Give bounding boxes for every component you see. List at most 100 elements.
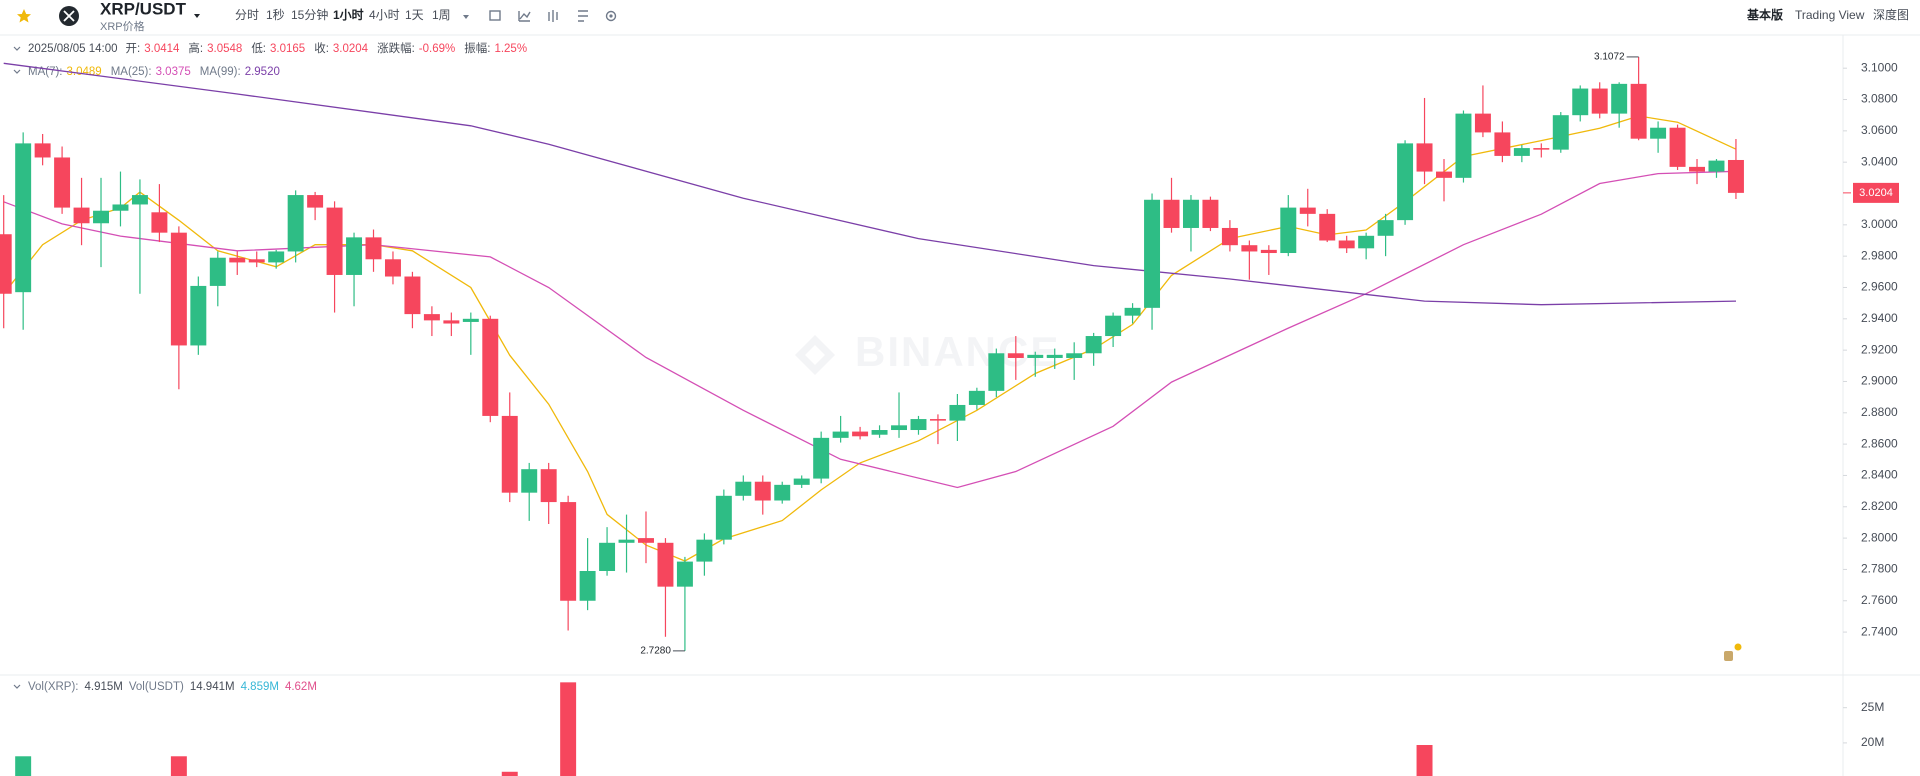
extreme-label: 2.7280 (640, 646, 671, 657)
symbol-subtitle: XRP价格 (100, 19, 145, 33)
candle-body (346, 237, 363, 275)
coin-logo (59, 6, 79, 26)
candle-body (1202, 199, 1219, 228)
candle-body (1260, 249, 1277, 254)
candle-body (735, 481, 752, 496)
candle-body (287, 195, 304, 252)
info-date: 2025/08/05 14:00 (28, 43, 118, 55)
collapse-toggle[interactable] (13, 46, 21, 51)
candle-body (1280, 207, 1297, 254)
y-tick-label: 3.0600 (1861, 123, 1898, 137)
candle-body (540, 469, 557, 503)
candle-body (1027, 354, 1044, 358)
tool-icons[interactable] (489, 10, 617, 22)
y-tick-label: 2.7800 (1861, 562, 1898, 576)
volume-bar (1416, 745, 1433, 776)
candle-body (1416, 143, 1433, 172)
candle-body (34, 143, 51, 158)
ma-legend-name: MA(25): (111, 66, 152, 78)
volume-bar (15, 756, 32, 776)
interval-tab[interactable]: 分时 (235, 8, 259, 22)
interval-tab[interactable]: 1天 (405, 8, 424, 22)
candle-body (1474, 113, 1491, 133)
last-price-tag (1853, 182, 1899, 203)
candle-body (1513, 148, 1530, 156)
candle-body (423, 314, 440, 321)
candle-body (1221, 227, 1238, 246)
candle-body (793, 478, 810, 485)
volume-bar (560, 682, 577, 776)
watermark: BINANCE (855, 328, 1060, 375)
candle-body (638, 538, 654, 543)
moving-average-line (3, 170, 1737, 489)
candle-body (501, 415, 518, 493)
interval-tab[interactable]: 15分钟 (291, 7, 328, 22)
interval-tab[interactable]: 1小时 (333, 7, 364, 22)
y-tick-label: 25M (1861, 700, 1884, 714)
candle-body (326, 207, 343, 275)
candle-body (949, 404, 966, 421)
candle-body (1144, 199, 1161, 308)
vol-legend: Vol(USDT) (129, 681, 184, 693)
view-tab[interactable]: 基本版 (1746, 7, 1783, 22)
candle-body (384, 259, 401, 277)
candle-body (1455, 113, 1472, 178)
info-label: 收: (314, 41, 329, 55)
candle-body (774, 484, 791, 501)
candle-body (676, 561, 693, 587)
interval-dropdown[interactable] (463, 15, 469, 19)
candle-body (1611, 83, 1628, 114)
candle-body (1650, 127, 1667, 139)
collapse-toggle[interactable] (13, 684, 21, 689)
candle-body (754, 481, 771, 501)
y-tick-label: 2.8600 (1861, 436, 1898, 450)
candle-body (462, 318, 479, 322)
candle-body (657, 542, 674, 587)
candle-body (1572, 88, 1589, 116)
y-tick-label: 2.9200 (1861, 342, 1898, 356)
y-tick-label: 2.8400 (1861, 468, 1898, 482)
info-value: -0.69% (419, 43, 455, 55)
interval-tab[interactable]: 1周 (432, 8, 451, 22)
candle-body (1066, 353, 1083, 358)
interval-tab[interactable]: 1秒 (266, 8, 285, 22)
y-tick-label: 3.0800 (1861, 92, 1898, 106)
interval-tab[interactable]: 4小时 (369, 8, 400, 22)
view-tab[interactable]: Trading View (1795, 8, 1865, 22)
view-tab[interactable]: 深度图 (1873, 7, 1909, 22)
candle-body (968, 390, 985, 405)
candle-body (1007, 353, 1024, 358)
candle-body (929, 419, 946, 421)
symbol-dropdown[interactable] (194, 14, 200, 18)
y-tick-label: 2.9400 (1861, 311, 1898, 325)
info-value: 3.0204 (333, 43, 369, 55)
candle-body (404, 276, 421, 315)
candle-body (1124, 307, 1141, 316)
info-value: 3.0548 (207, 43, 242, 55)
symbol: XRP/USDT (100, 0, 187, 18)
candle-body (579, 570, 596, 601)
candle-body (54, 157, 71, 208)
volume-bar (501, 771, 518, 776)
candle-body (988, 353, 1005, 391)
candle-body (248, 259, 265, 263)
moving-average-line (3, 62, 1737, 306)
candle-body (1689, 166, 1706, 172)
y-tick-label: 2.9600 (1861, 280, 1898, 294)
candle-body (307, 195, 324, 208)
candle-body (618, 539, 635, 543)
collapse-toggle[interactable] (13, 69, 21, 74)
candle-body (0, 234, 12, 294)
candle-body (871, 430, 888, 435)
candle-body (1338, 240, 1355, 249)
y-tick-label: 2.8000 (1861, 530, 1898, 544)
candle-body (1163, 199, 1180, 228)
alert-icon[interactable] (1724, 643, 1742, 662)
y-tick-label: 2.9800 (1861, 248, 1898, 262)
candle-body (1085, 336, 1102, 354)
vol-legend: 4.62M (285, 681, 317, 693)
favorite-star[interactable] (17, 9, 31, 23)
y-tick-label: 20M (1861, 735, 1884, 749)
y-tick-label: 2.8200 (1861, 499, 1898, 513)
